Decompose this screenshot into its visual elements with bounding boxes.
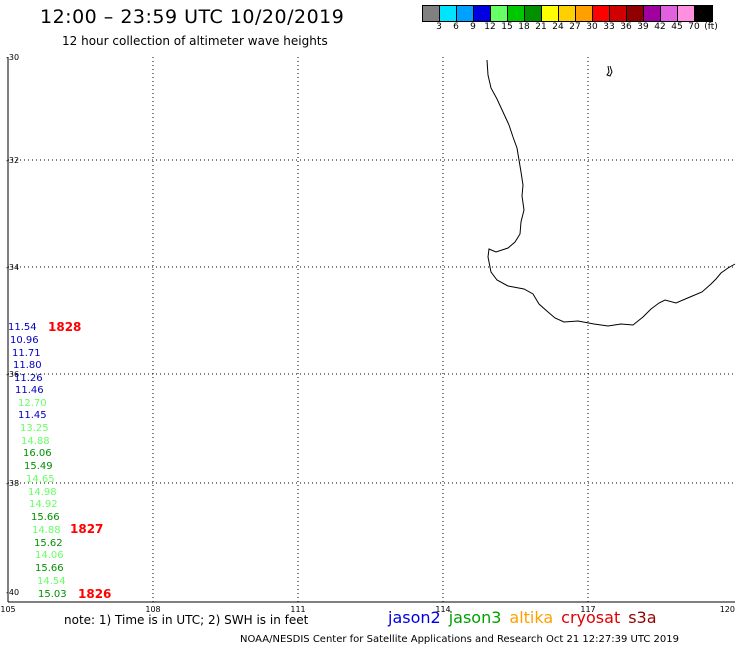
pass-time-label: 1827 xyxy=(70,522,103,536)
latitude-labels: -30 -32 -34 -36 -38 -40 xyxy=(6,53,19,597)
scale-swatch xyxy=(559,6,576,21)
scale-swatch xyxy=(695,6,712,21)
scale-label: 27 xyxy=(569,22,581,32)
latitude-label: -40 xyxy=(6,588,19,597)
longitude-label: 120 xyxy=(720,605,735,614)
scale-label: 45 xyxy=(671,22,683,32)
scale-swatch xyxy=(593,6,610,21)
wave-height-value: 15.49 xyxy=(24,461,53,472)
legend-jason3: jason3 xyxy=(448,608,502,627)
wave-height-value: 14.06 xyxy=(35,550,64,561)
scale-label: 6 xyxy=(453,22,459,32)
scale-swatch xyxy=(491,6,508,21)
latitude-label: -30 xyxy=(6,53,19,62)
latitude-label: -34 xyxy=(6,263,19,272)
wave-height-value: 14.54 xyxy=(37,576,66,587)
wave-height-value: 13.25 xyxy=(20,423,49,434)
scale-swatch xyxy=(542,6,559,21)
scale-label: 12 xyxy=(484,22,496,32)
scale-label: (ft) xyxy=(704,22,718,32)
wave-height-value: 14.98 xyxy=(28,487,57,498)
wave-height-value: 14.65 xyxy=(26,474,55,485)
legend-altika: altika xyxy=(509,608,554,627)
scale-label: 24 xyxy=(552,22,564,32)
footer-credit: NOAA/NESDIS Center for Satellite Applica… xyxy=(240,634,679,645)
longitude-label: 111 xyxy=(290,605,305,614)
pass-time-labels: 1828 1827 1826 xyxy=(48,320,111,601)
wave-height-value: 11.71 xyxy=(12,348,41,359)
graticule xyxy=(8,57,735,602)
scale-swatch xyxy=(661,6,678,21)
map-title: 12:00 – 23:59 UTC 10/20/2019 xyxy=(40,6,345,28)
scale-label: 3 xyxy=(436,22,442,32)
scale-swatch xyxy=(457,6,474,21)
australia-coastline xyxy=(486,59,736,327)
wave-height-value: 14.88 xyxy=(21,436,50,447)
scale-label: 21 xyxy=(535,22,547,32)
pass-time-label: 1826 xyxy=(78,587,111,601)
pass-time-label: 1828 xyxy=(48,320,81,334)
scale-label: 18 xyxy=(518,22,530,32)
wave-height-value: 11.45 xyxy=(18,410,47,421)
scale-label: 39 xyxy=(637,22,649,32)
longitude-label: 105 xyxy=(0,605,15,614)
scale-swatch xyxy=(508,6,525,21)
wave-height-value: 11.54 xyxy=(8,322,37,333)
scale-swatch xyxy=(610,6,627,21)
wave-height-value: 11.46 xyxy=(15,385,44,396)
wave-height-value: 15.03 xyxy=(38,589,67,600)
scale-label: 42 xyxy=(654,22,666,32)
wave-height-value: 14.92 xyxy=(29,499,58,510)
latitude-label: -32 xyxy=(6,156,19,165)
scale-swatch xyxy=(644,6,661,21)
scale-label: 9 xyxy=(470,22,476,32)
scale-label: 15 xyxy=(501,22,513,32)
wave-height-value: 10.96 xyxy=(10,335,39,346)
longitude-label: 117 xyxy=(580,605,595,614)
color-scale xyxy=(422,5,713,22)
longitude-label: 114 xyxy=(435,605,450,614)
latitude-label: -36 xyxy=(6,370,19,379)
legend-jason2: jason2 xyxy=(388,608,441,627)
latitude-label: -38 xyxy=(6,479,19,488)
wave-height-value: 11.80 xyxy=(13,360,42,371)
longitude-labels: 105 108 111 114 117 120 xyxy=(0,605,735,614)
wave-height-value: 15.66 xyxy=(35,563,64,574)
wave-height-value: 12.70 xyxy=(18,398,47,409)
scale-label: 70 xyxy=(688,22,700,32)
satellite-legend: jason2 jason3 altika cryosat s3a xyxy=(388,608,657,627)
scale-swatch xyxy=(576,6,593,21)
scale-swatch xyxy=(678,6,695,21)
scale-label: 36 xyxy=(620,22,632,32)
scale-swatch xyxy=(627,6,644,21)
wave-height-value: 11.26 xyxy=(14,373,43,384)
scale-label: 30 xyxy=(586,22,598,32)
rottnest-island xyxy=(606,65,613,77)
map-subtitle: 12 hour collection of altimeter wave hei… xyxy=(62,34,328,48)
scale-swatch xyxy=(474,6,491,21)
map-frame xyxy=(7,57,735,603)
wave-height-value: 15.66 xyxy=(31,512,60,523)
legend-s3a: s3a xyxy=(628,608,657,627)
units-note: note: 1) Time is in UTC; 2) SWH is in fe… xyxy=(64,613,309,627)
wave-height-value: 15.62 xyxy=(34,538,63,549)
scale-swatch xyxy=(423,6,440,21)
color-scale-labels: 3 6 9 12 15 18 21 24 27 30 33 36 39 42 45 70 (ft) xyxy=(422,22,740,36)
scale-label: 33 xyxy=(603,22,615,32)
longitude-label: 108 xyxy=(145,605,160,614)
wave-height-value: 14.88 xyxy=(32,525,61,536)
scale-swatch xyxy=(525,6,542,21)
legend-cryosat: cryosat xyxy=(561,608,621,627)
scale-swatch xyxy=(440,6,457,21)
wave-height-value: 16.06 xyxy=(23,448,52,459)
